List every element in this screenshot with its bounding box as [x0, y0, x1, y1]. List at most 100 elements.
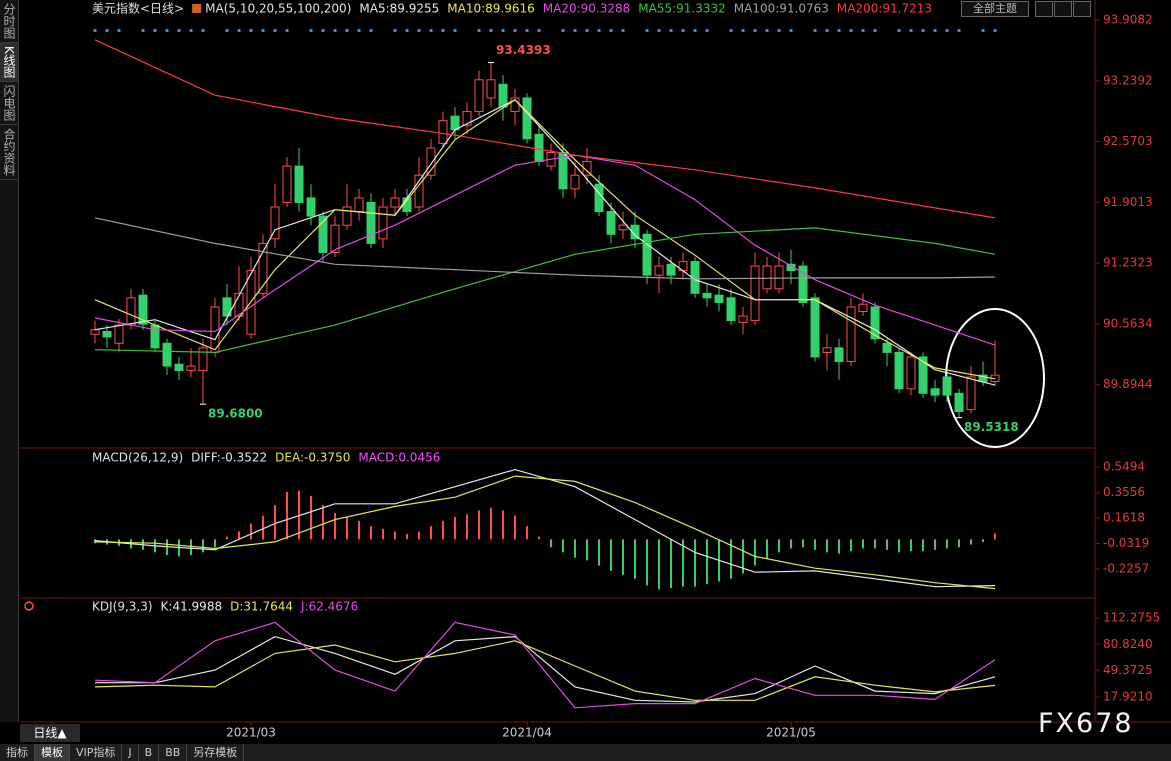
event-dot: [333, 29, 337, 32]
y-tick-label: -0.2257: [1103, 561, 1149, 575]
candle-body: [582, 161, 592, 176]
histogram-bar: [322, 505, 325, 540]
y-tick-label: 0.3556: [1103, 485, 1145, 499]
histogram-bar: [766, 539, 769, 560]
sidebar-tab[interactable]: 闪电图: [0, 82, 18, 125]
candle-body: [114, 324, 124, 344]
candle-body: [882, 342, 892, 353]
candle-body: [318, 215, 328, 253]
candle-body: [474, 79, 484, 113]
icon-button[interactable]: [1054, 1, 1072, 17]
theme-button[interactable]: 全部主题: [961, 1, 1029, 17]
panel-title: MACD(26,12,9): [92, 451, 183, 465]
event-dot: [657, 29, 661, 32]
panel-title: 美元指数<日线>: [92, 1, 184, 16]
histogram-bar: [514, 515, 517, 540]
line-series: [94, 621, 996, 709]
candle-body: [786, 263, 796, 272]
histogram-bar: [310, 495, 313, 540]
histogram-bar: [694, 539, 697, 587]
candle-body: [594, 183, 604, 213]
y-tick-label: 93.2392: [1103, 73, 1153, 87]
event-dot: [369, 29, 373, 32]
settings-icon[interactable]: [24, 601, 34, 611]
candle-body: [498, 83, 508, 108]
histogram-bar: [946, 539, 949, 549]
footer-tab[interactable]: 另存模板: [187, 744, 245, 761]
histogram-bar: [646, 539, 649, 586]
icon-button[interactable]: [1073, 1, 1091, 17]
sidebar-tab[interactable]: K线图: [0, 43, 18, 82]
candle-body: [138, 294, 148, 325]
footer-tab[interactable]: B: [139, 744, 160, 761]
period-button[interactable]: 日线▲: [20, 724, 80, 742]
histogram-bar: [598, 539, 601, 566]
x-tick-label: 2021/04: [502, 726, 552, 740]
event-dot: [693, 29, 697, 32]
legend-entry: MA55:91.3332: [638, 2, 726, 16]
candle-body: [126, 297, 136, 326]
candle-body: [822, 347, 832, 353]
event-dot: [501, 29, 505, 32]
histogram-bar: [286, 491, 289, 540]
histogram-bar: [970, 539, 973, 545]
legend-entry: MA200:91.7213: [837, 2, 932, 16]
event-dot: [153, 29, 157, 32]
histogram-bar: [730, 539, 733, 579]
event-dot: [861, 29, 865, 32]
footer-tab[interactable]: J: [122, 744, 139, 761]
line-series: [94, 154, 996, 346]
candle-body: [102, 331, 112, 338]
footer-tab[interactable]: 模板: [35, 744, 70, 761]
event-dot: [597, 29, 601, 32]
sidebar-tab[interactable]: 分时图: [0, 0, 18, 43]
histogram-bar: [538, 536, 541, 540]
event-dot: [429, 29, 433, 32]
event-dot: [705, 29, 709, 32]
line-series: [94, 475, 996, 590]
line-series: [95, 635, 996, 703]
histogram-bar: [754, 539, 757, 566]
candle-body: [90, 329, 100, 335]
candle-body: [522, 97, 532, 140]
candle-body: [330, 224, 340, 253]
event-markers: [93, 29, 997, 32]
event-dot: [753, 29, 757, 32]
candle-body: [726, 297, 736, 322]
footer-tab[interactable]: BB: [159, 744, 188, 761]
histogram-bar: [382, 528, 385, 540]
event-dot: [309, 29, 313, 32]
candle-body: [738, 315, 748, 323]
histogram-bar: [790, 539, 793, 549]
y-tick-label: 92.5703: [1103, 134, 1153, 148]
event-dot: [189, 29, 193, 32]
sidebar-tab[interactable]: 合约资料: [0, 125, 18, 180]
line-series: [94, 227, 996, 354]
event-dot: [141, 29, 145, 32]
y-tick-label: 0.1618: [1103, 511, 1145, 525]
event-dot: [645, 29, 649, 32]
candle-body: [534, 133, 544, 163]
histogram-bar: [274, 505, 277, 540]
legend-entry: MA100:91.0763: [734, 2, 829, 16]
icon-button[interactable]: [1035, 1, 1053, 17]
event-dot: [489, 29, 493, 32]
event-dot: [573, 29, 577, 32]
candle-body: [174, 363, 184, 372]
event-dot: [273, 29, 277, 32]
histogram-bar: [202, 539, 205, 553]
histogram-bar: [814, 539, 817, 550]
event-dot: [453, 29, 457, 32]
annotation-label: 89.5318: [964, 420, 1019, 434]
legend-entry: DIFF:-0.3522: [191, 451, 267, 465]
footer-tab[interactable]: VIP指标: [70, 744, 123, 761]
y-tick-label: 93.9082: [1103, 12, 1153, 26]
footer-tab[interactable]: 指标: [0, 744, 35, 761]
event-dot: [225, 29, 229, 32]
histogram-bar: [778, 539, 781, 553]
annotation-label: 93.4393: [496, 43, 551, 57]
histogram-bar: [574, 539, 577, 558]
y-tick-label: -0.0319: [1103, 536, 1149, 550]
candle-body: [954, 392, 964, 412]
candle-body: [390, 197, 400, 208]
